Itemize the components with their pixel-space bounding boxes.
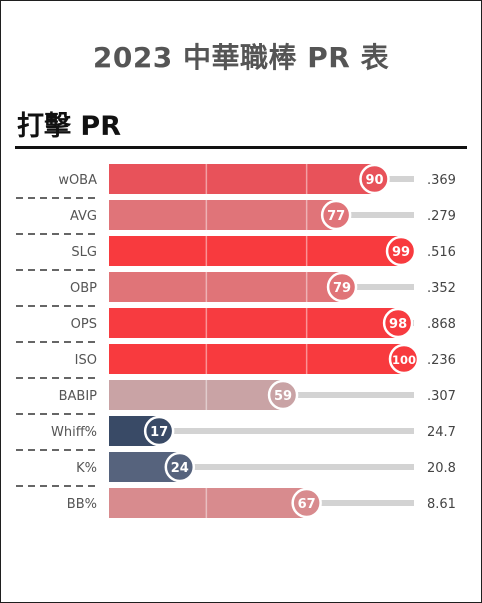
- bar-track: [283, 392, 414, 398]
- bar: [109, 308, 399, 338]
- value-label: 17: [150, 425, 168, 440]
- stat-value: .352: [427, 281, 456, 296]
- value-label: 67: [298, 497, 316, 512]
- value-label: 99: [392, 245, 410, 260]
- category-label: wOBA: [58, 173, 97, 188]
- bar: [109, 344, 404, 374]
- category-label: BABIP: [59, 389, 98, 404]
- stat-value: .516: [427, 245, 456, 260]
- stat-value: .236: [427, 353, 456, 368]
- value-marker: [385, 235, 417, 267]
- bar-track: [374, 176, 414, 182]
- value-marker: [388, 343, 420, 375]
- bar: [109, 236, 402, 266]
- value-marker: [291, 487, 322, 519]
- category-label: BB%: [67, 497, 97, 512]
- value-label: 98: [389, 317, 407, 332]
- bar-track: [342, 284, 414, 290]
- stat-value: 20.8: [427, 461, 456, 476]
- bar: [109, 272, 343, 302]
- stat-value: .307: [427, 389, 456, 404]
- bar: [109, 164, 375, 194]
- category-label: ISO: [75, 353, 97, 368]
- value-marker: [326, 271, 358, 303]
- stat-value: .279: [427, 209, 456, 224]
- category-label: SLG: [71, 245, 97, 260]
- value-marker: [164, 451, 196, 483]
- value-label: 24: [171, 461, 189, 476]
- section-divider: [15, 146, 467, 149]
- category-label: Whiff%: [51, 425, 97, 440]
- stat-value: .369: [427, 173, 456, 188]
- value-marker: [359, 163, 390, 195]
- category-label: OPS: [71, 317, 97, 332]
- bar: [109, 200, 337, 230]
- value-label: 77: [327, 209, 345, 224]
- value-marker: [267, 379, 299, 411]
- section-title: 打擊 PR: [17, 111, 121, 142]
- bar-track: [159, 428, 414, 434]
- stat-value: 24.7: [427, 425, 456, 440]
- bar-track: [336, 212, 414, 218]
- bar: [109, 380, 284, 410]
- value-marker: [320, 199, 352, 231]
- category-label: K%: [76, 461, 97, 476]
- page-title: 2023 中華職棒 PR 表: [92, 41, 390, 74]
- value-label: 100: [392, 353, 416, 367]
- bar-track: [306, 500, 414, 506]
- stat-value: .868: [427, 317, 456, 332]
- value-marker: [143, 415, 175, 447]
- category-label: OBP: [70, 281, 97, 296]
- bar: [109, 488, 307, 518]
- value-label: 90: [365, 173, 383, 188]
- stat-value: 8.61: [427, 497, 456, 512]
- bar-track: [179, 464, 414, 470]
- category-label: AVG: [70, 209, 97, 224]
- value-label: 79: [333, 281, 351, 296]
- value-marker: [382, 307, 414, 339]
- value-label: 59: [274, 389, 292, 404]
